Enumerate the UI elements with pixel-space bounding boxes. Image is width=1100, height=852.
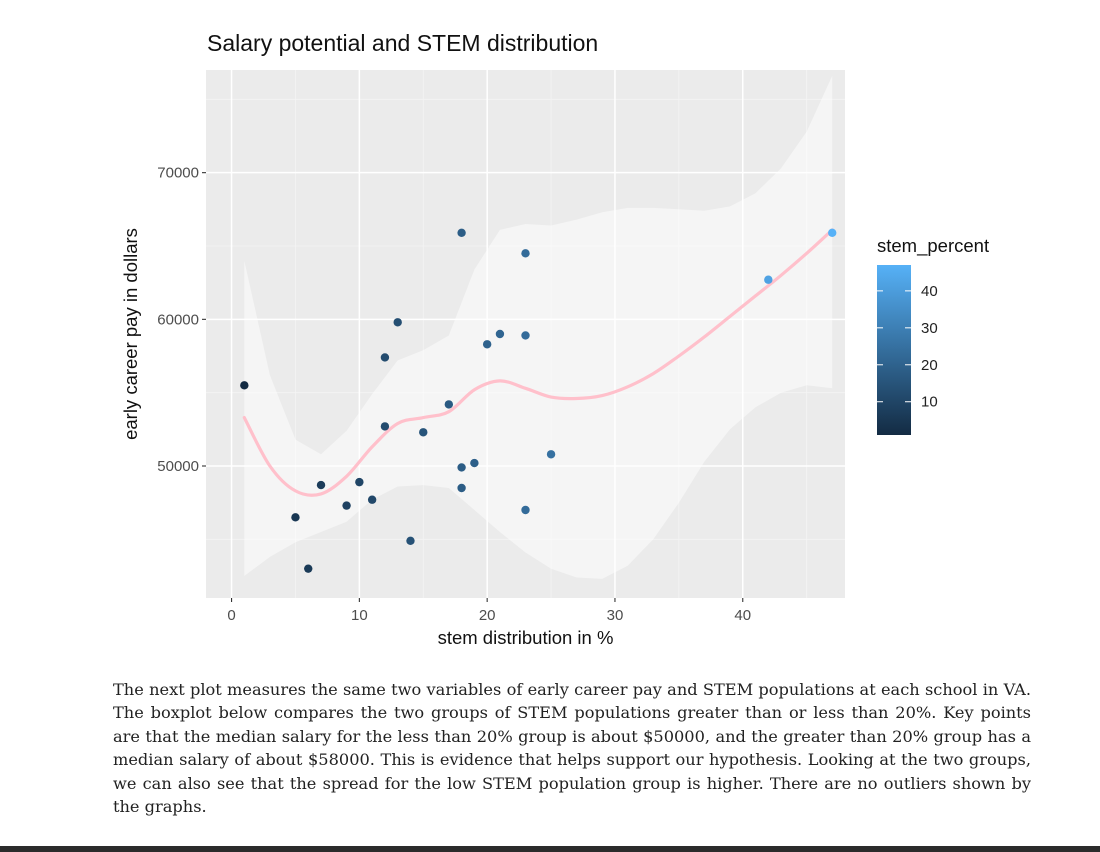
- data-point: [444, 400, 454, 409]
- smooth-line: [242, 228, 834, 497]
- data-point: [291, 513, 300, 522]
- body-paragraph: The next plot measures the same two vari…: [113, 680, 1031, 817]
- y-tick-label: 50000: [157, 458, 199, 475]
- data-point: [380, 353, 390, 362]
- data-point: [240, 381, 249, 390]
- data-point: [521, 331, 530, 340]
- data-point: [521, 249, 530, 258]
- data-point: [355, 477, 364, 487]
- x-tick-label: 20: [479, 607, 496, 624]
- data-point: [380, 422, 390, 431]
- legend-tick-label: 10: [921, 394, 938, 411]
- y-tick-label: 60000: [157, 311, 199, 328]
- code-block-edge: [0, 846, 1100, 852]
- data-point: [764, 275, 773, 284]
- data-point: [521, 505, 530, 515]
- x-tick-label: 0: [227, 607, 235, 624]
- data-point: [316, 480, 326, 490]
- data-point: [546, 450, 556, 459]
- legend-tick-label: 30: [921, 320, 938, 337]
- data-point: [457, 228, 466, 237]
- x-axis-title: stem distribution in %: [438, 627, 614, 648]
- data-point: [495, 329, 505, 339]
- y-axis-title: early career pay in dollars: [120, 228, 141, 440]
- legend-tick-label: 40: [921, 283, 938, 300]
- y-tick-label: 70000: [157, 165, 199, 182]
- confidence-band: [244, 75, 833, 579]
- x-tick-label: 30: [607, 607, 624, 624]
- data-point: [482, 340, 492, 349]
- data-point: [419, 428, 428, 437]
- data-point: [470, 458, 479, 468]
- x-tick-label: 10: [351, 607, 368, 624]
- data-point: [828, 228, 837, 237]
- scatter-plot: 0 10 20 30 40 50000 60000 70000 stem distributio…: [120, 70, 989, 648]
- data-point: [457, 463, 466, 472]
- data-point: [367, 495, 377, 504]
- data-point: [393, 318, 402, 327]
- legend-tick-label: 20: [921, 357, 938, 374]
- data-point: [406, 536, 415, 545]
- data-point: [342, 501, 351, 510]
- data-point: [304, 564, 313, 573]
- x-tick-label: 40: [734, 607, 751, 624]
- legend-title: stem_percent: [877, 235, 989, 257]
- data-point: [457, 483, 466, 493]
- legend-colorbar: [877, 265, 911, 435]
- chart-title: Salary potential and STEM distribution: [207, 30, 599, 56]
